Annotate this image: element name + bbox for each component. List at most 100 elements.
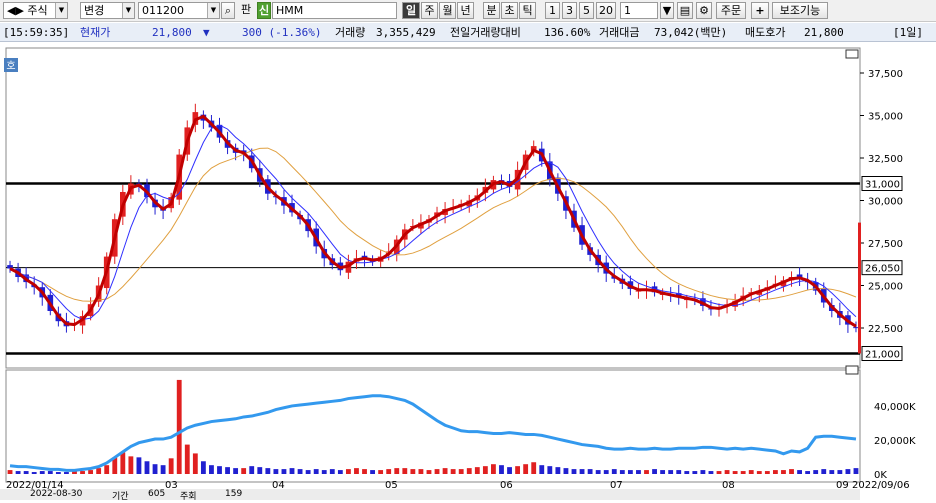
volume-bar: [297, 469, 303, 474]
volume-bar: [668, 470, 674, 474]
bottom-count[interactable]: 605: [148, 489, 166, 499]
period-button-second[interactable]: 초: [501, 2, 518, 19]
volume-bar: [112, 457, 118, 474]
volume-bar: [692, 471, 698, 474]
save-icon[interactable]: ▤: [677, 2, 693, 19]
volume-bar: [386, 469, 392, 474]
panel-toggle-icon: [845, 49, 859, 59]
volume-bar: [813, 470, 819, 474]
chevron-down-icon: ▼: [207, 3, 219, 18]
volume-bar: [15, 471, 21, 474]
volume-bar: [700, 470, 706, 474]
volume-bar: [789, 469, 794, 474]
gear-icon[interactable]: ⚙: [696, 2, 712, 19]
hline-label-box: [861, 260, 903, 276]
y-tick-label: 37,500: [868, 69, 903, 80]
interval-button-3[interactable]: 3: [562, 2, 577, 19]
volume-bar: [474, 467, 480, 474]
bottom-bars[interactable]: 159: [225, 489, 243, 499]
market-label: 주식: [27, 4, 48, 17]
period-button-day[interactable]: 일: [402, 2, 420, 19]
price-label: 현재가: [80, 26, 111, 39]
order-button[interactable]: 주문: [716, 2, 746, 19]
period-button-year[interactable]: 년: [457, 2, 474, 19]
panel-toggle-icon: [845, 365, 859, 375]
volume-bar: [587, 469, 593, 474]
interval-input[interactable]: 1: [620, 2, 658, 19]
x-tick-label: 09: [836, 480, 849, 491]
top-toolbar: ◀▶ 주식 ▼ 변경 ▼ 011200 ▼ ⌕ 판 신 HMM 일 주 월 년 …: [0, 0, 936, 22]
volume-bar: [523, 464, 529, 474]
chart-area[interactable]: 호 37,500 35,000 32,500 30,000 27,500 25,000 22,…: [0, 44, 936, 500]
volume-bar: [772, 470, 778, 474]
amount-value: 73,042(백만): [654, 26, 728, 39]
amount-label: 거래대금: [599, 26, 640, 39]
interval-button-20[interactable]: 20: [596, 2, 616, 19]
volume-bar: [652, 469, 657, 474]
bottom-period-label: 기간: [112, 492, 129, 502]
interval-button-1[interactable]: 1: [545, 2, 560, 19]
volume-bar: [7, 470, 13, 474]
volume-bar: [257, 467, 263, 474]
period-button-week[interactable]: 주: [421, 2, 438, 19]
price-chart-svg[interactable]: 호 37,500 35,000 32,500 30,000 27,500 25,000 22,…: [0, 44, 936, 500]
ma60-line: [9, 147, 857, 302]
volume-bar: [740, 471, 746, 474]
sin-badge: 신: [257, 2, 271, 19]
volume-bar: [31, 472, 37, 474]
volume-bar: [217, 466, 222, 474]
volume-tick-label: 20,000K: [874, 436, 916, 447]
volume-bar: [136, 457, 142, 474]
bottom-date[interactable]: 2022-08-30: [30, 489, 83, 499]
current-price-bar: [858, 222, 861, 354]
interval-button-5[interactable]: 5: [579, 2, 594, 19]
aux-function-button[interactable]: 보조기능: [772, 2, 828, 19]
search-icon[interactable]: ⌕: [221, 2, 235, 19]
period-button-minute[interactable]: 분: [483, 2, 500, 19]
volume-bar: [160, 465, 166, 474]
volume-bar: [354, 468, 359, 474]
volume-bar: [781, 470, 786, 474]
volume-bar: [39, 471, 45, 474]
volume-bar: [539, 465, 545, 474]
ask-value: 21,800: [804, 26, 844, 39]
chevron-down-icon: ▼: [122, 3, 134, 18]
volume-bar: [362, 469, 367, 474]
volume-bar: [636, 470, 641, 474]
volume-bar: [120, 452, 126, 474]
volume-bar: [805, 471, 811, 474]
prev-volume-ratio: 136.60%: [544, 26, 591, 39]
hline-label: 26,050: [865, 264, 900, 275]
period-button-tick[interactable]: 틱: [519, 2, 536, 19]
volume-bar: [716, 471, 722, 474]
change-select[interactable]: 변경 ▼: [80, 2, 135, 19]
volume-bar: [152, 464, 158, 474]
period-badge: [1일]: [893, 26, 923, 39]
period-button-month[interactable]: 월: [439, 2, 456, 19]
x-tick-label: 06: [500, 480, 513, 491]
volume-bar: [450, 469, 456, 474]
volume-bar: [619, 470, 625, 474]
code-input[interactable]: 011200 ▼: [138, 2, 220, 19]
plus-icon[interactable]: +: [751, 2, 769, 19]
volume-bar: [507, 467, 512, 474]
volume-bar: [611, 469, 617, 474]
volume-bar: [225, 467, 230, 474]
chevron-down-icon: ▼: [55, 3, 67, 18]
volume-bar: [708, 471, 714, 474]
market-select[interactable]: ◀▶ 주식 ▼: [3, 2, 68, 19]
volume-bar: [337, 470, 343, 474]
chevron-down-icon[interactable]: ▼: [660, 2, 674, 19]
volume-bar: [418, 469, 424, 474]
pan-label: 판: [241, 3, 252, 16]
volume-bar: [660, 470, 666, 474]
volume-bar: [579, 469, 585, 474]
volume-bar: [128, 456, 134, 474]
stock-name-field[interactable]: HMM: [272, 2, 397, 19]
volume-bar: [184, 444, 190, 474]
volume-bar: [845, 469, 851, 474]
volume-bar: [345, 469, 351, 474]
change-label: 변경: [84, 4, 105, 17]
volume-bar: [313, 469, 319, 474]
y-tick-label: 32,500: [868, 154, 903, 165]
